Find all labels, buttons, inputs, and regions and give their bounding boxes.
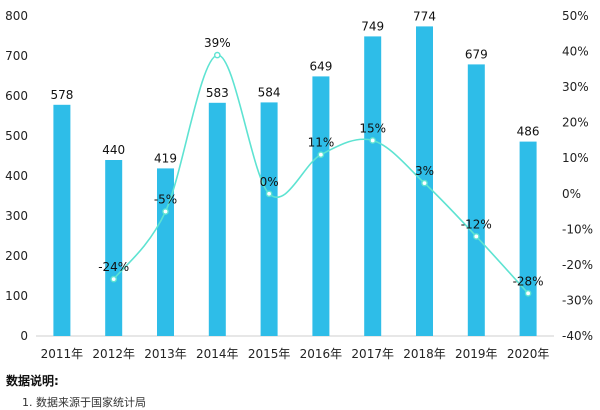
- growth-point: [524, 290, 532, 297]
- bar: [260, 102, 278, 337]
- y-left-tick-label: 500: [5, 129, 28, 143]
- bar: [467, 64, 485, 337]
- footnote-text: 1. 数据来源于国家统计局: [22, 396, 146, 409]
- x-tick-label: 2012年: [92, 347, 135, 361]
- y-left-tick-label: 100: [5, 289, 28, 303]
- y-right-tick-label: -20%: [562, 258, 593, 272]
- y-right-tick-label: 30%: [562, 80, 589, 94]
- y-left-tick-label: 700: [5, 49, 28, 63]
- growth-point-label: -5%: [154, 193, 177, 207]
- y-left-tick-label: 400: [5, 169, 28, 183]
- bar-value-label: 419: [154, 151, 177, 165]
- growth-point: [213, 51, 221, 59]
- x-tick-label: 2017年: [351, 347, 394, 361]
- growth-point-label: 0%: [260, 175, 279, 189]
- growth-point: [110, 275, 117, 283]
- y-left-tick-label: 800: [5, 9, 28, 23]
- growth-point-label: -24%: [98, 260, 129, 274]
- chart-stage: 0 100 200 300 400 500 600 700 800 -40% -30% -20% -10…: [5, 9, 593, 409]
- bar: [519, 141, 537, 336]
- growth-point: [162, 208, 169, 215]
- bar-value-label: 584: [258, 85, 281, 99]
- x-tick-label: 2020年: [507, 347, 550, 361]
- growth-point: [369, 137, 377, 144]
- y-left-tick-label: 600: [5, 89, 28, 103]
- bar: [364, 36, 382, 337]
- y-right-tick-label: 0%: [562, 187, 581, 201]
- growth-point: [421, 179, 428, 187]
- bar: [157, 168, 174, 336]
- growth-point-label: 39%: [204, 36, 231, 50]
- x-tick-label: 2019年: [455, 347, 498, 361]
- x-tick-label: 2011年: [41, 347, 84, 361]
- growth-point: [265, 190, 273, 198]
- growth-point-label: 11%: [308, 136, 335, 150]
- x-tick-label: 2014年: [196, 347, 239, 361]
- y-right-tick-label: 20%: [562, 116, 589, 130]
- bar: [208, 102, 226, 336]
- y-right-tick-label: 40%: [562, 45, 589, 59]
- x-tick-label: 2015年: [248, 347, 291, 361]
- y-left-tick-label: 0: [20, 329, 28, 343]
- growth-point-label: 3%: [415, 164, 434, 178]
- growth-point-label: -28%: [513, 274, 544, 288]
- bar: [312, 76, 330, 337]
- y-right-tick-label: -10%: [562, 222, 593, 236]
- growth-line: [113, 54, 529, 294]
- y-right-tick-label: 10%: [562, 151, 589, 165]
- y-right-tick-label: 50%: [562, 9, 589, 23]
- bar-value-label: 749: [361, 19, 384, 33]
- bar-value-label: 486: [517, 125, 540, 139]
- growth-point-label: -12%: [461, 217, 492, 231]
- y-right-tick-label: -30%: [562, 293, 593, 307]
- footnote-title: 数据说明:: [6, 374, 59, 388]
- y-left-tick-label: 200: [5, 249, 28, 263]
- bar-value-label: 578: [50, 88, 73, 102]
- combo-chart: 0 100 200 300 400 500 600 700 800 -40% -30% -20% -10…: [5, 9, 593, 361]
- growth-point-label: 15%: [359, 121, 386, 135]
- bar: [105, 160, 123, 336]
- x-tick-label: 2016年: [300, 347, 343, 361]
- x-tick-label: 2013年: [144, 347, 187, 361]
- bar-value-label: 440: [102, 143, 125, 157]
- bar-value-label: 774: [413, 9, 436, 23]
- bar-value-label: 583: [206, 86, 229, 100]
- bar-value-label: 649: [309, 59, 332, 73]
- y-left-tick-label: 300: [5, 209, 28, 223]
- growth-point: [472, 233, 480, 240]
- growth-point: [317, 151, 325, 158]
- y-right-tick-label: -40%: [562, 329, 593, 343]
- bar: [53, 104, 71, 336]
- x-tick-label: 2018年: [403, 347, 446, 361]
- bar-value-label: 679: [465, 47, 488, 61]
